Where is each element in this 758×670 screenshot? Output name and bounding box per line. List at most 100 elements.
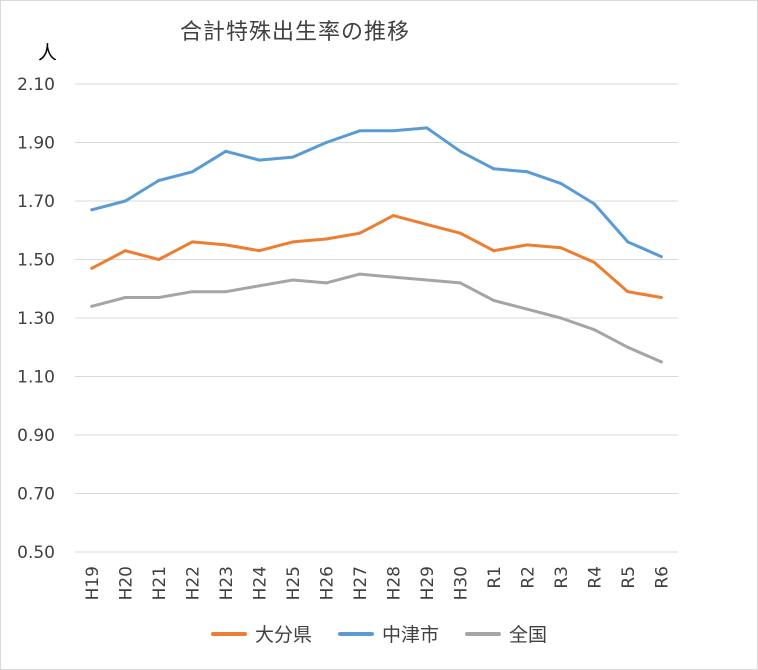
data-point (391, 214, 395, 218)
x-tick-label: H19 (83, 566, 103, 600)
data-point (458, 231, 462, 235)
data-point (257, 158, 261, 162)
data-point (626, 345, 630, 349)
y-axis-ticks: 2.10 1.90 1.70 1.50 1.30 1.10 0.90 0.70 0.50 (17, 75, 55, 563)
x-tick-label: H28 (384, 566, 404, 600)
data-point (157, 296, 161, 300)
data-point (492, 298, 496, 302)
data-point (458, 149, 462, 153)
legend-label: 大分県 (254, 624, 312, 646)
series-line-2 (90, 272, 663, 364)
legend-item: 中津市 (337, 620, 439, 647)
x-axis-ticks: H19 H20 H21 H22 H23 H24 H25 H26 H27 H28 H29 H30 R1 R2… (83, 566, 673, 600)
data-point (123, 296, 127, 300)
data-point (123, 249, 127, 253)
data-point (157, 258, 161, 261)
y-tick-label: 0.50 (17, 543, 55, 563)
data-point (324, 281, 328, 285)
y-axis-unit-label: 人 (38, 42, 58, 64)
data-point (425, 222, 429, 226)
data-point (626, 290, 630, 294)
legend-label: 全国 (509, 624, 548, 646)
data-point (559, 316, 563, 320)
data-point (291, 240, 295, 244)
data-point (291, 155, 295, 159)
data-point (391, 129, 395, 133)
data-point (425, 278, 429, 282)
data-point (626, 240, 630, 244)
data-point (190, 240, 194, 244)
data-point (592, 328, 596, 332)
x-tick-label: H29 (418, 566, 438, 600)
x-tick-label: R4 (585, 566, 605, 589)
y-tick-label: 2.10 (17, 75, 55, 95)
legend-swatch (210, 631, 247, 636)
data-point (324, 141, 328, 144)
data-point (559, 181, 563, 185)
data-point (358, 272, 362, 276)
data-point (592, 202, 596, 206)
data-point (659, 255, 663, 259)
data-point (324, 237, 328, 241)
data-point (525, 307, 529, 311)
y-tick-label: 1.10 (17, 368, 55, 388)
legend-swatch (337, 631, 374, 636)
data-point (157, 179, 161, 183)
chart-title: 合計特殊出生率の推移 (180, 20, 411, 45)
legend-label: 中津市 (381, 624, 439, 646)
data-point (458, 281, 462, 285)
series-line-0 (90, 214, 663, 299)
y-tick-label: 1.50 (17, 251, 55, 271)
data-point (492, 167, 496, 171)
data-point (525, 243, 529, 247)
x-tick-label: H23 (217, 566, 237, 600)
data-point (358, 129, 362, 133)
data-point (190, 290, 194, 294)
data-point (291, 278, 295, 282)
data-point (525, 170, 529, 174)
y-tick-label: 1.30 (17, 309, 55, 329)
data-point (224, 243, 228, 247)
data-point (559, 246, 563, 250)
data-point (659, 360, 663, 364)
y-tick-label: 0.70 (17, 485, 55, 505)
x-tick-label: H21 (150, 566, 170, 600)
data-point (391, 275, 395, 279)
x-tick-label: R1 (485, 566, 505, 589)
gridlines (75, 83, 678, 553)
data-point (123, 199, 127, 203)
data-point (659, 296, 663, 300)
data-point (358, 231, 362, 235)
data-point (224, 149, 228, 153)
y-tick-label: 1.70 (17, 192, 55, 212)
data-point (190, 170, 194, 174)
x-tick-label: R2 (518, 566, 538, 589)
x-tick-label: H30 (451, 566, 471, 600)
y-tick-label: 0.90 (17, 426, 55, 446)
data-point (90, 208, 94, 212)
data-point (425, 126, 429, 130)
legend-item: 全国 (465, 620, 547, 647)
data-point (90, 266, 94, 270)
x-tick-label: H24 (250, 566, 270, 600)
x-tick-label: R5 (619, 566, 639, 589)
y-tick-label: 1.90 (17, 134, 55, 154)
data-point (90, 304, 94, 308)
x-tick-label: H22 (183, 566, 203, 600)
x-tick-label: R3 (552, 566, 572, 589)
data-point (492, 249, 496, 253)
legend-swatch (465, 631, 501, 636)
data-point (257, 284, 261, 288)
x-tick-label: R6 (652, 566, 672, 589)
legend-item: 大分県 (210, 620, 312, 647)
data-point (257, 249, 261, 253)
series-line-1 (90, 126, 663, 259)
series-lines (90, 126, 663, 364)
x-tick-label: H27 (351, 566, 371, 600)
x-tick-label: H25 (284, 566, 304, 600)
data-point (592, 260, 596, 264)
data-point (224, 290, 228, 294)
x-tick-label: H20 (116, 566, 136, 600)
